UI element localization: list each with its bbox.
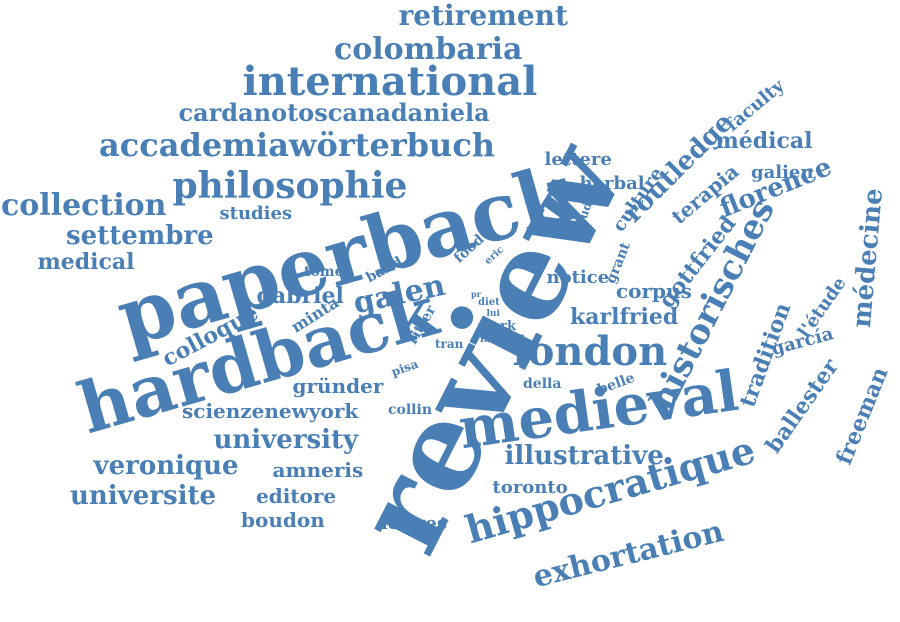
word-lettres: lettres: [381, 513, 447, 534]
word-philosophie: philosophie: [172, 165, 408, 207]
word-lettere: lettere: [544, 149, 612, 170]
word-studies: studies: [219, 203, 293, 224]
word-notice: notice: [546, 267, 610, 288]
word-settembre: settembre: [66, 221, 214, 251]
word-della: della: [523, 376, 562, 392]
word-medical-fr: médical: [715, 128, 813, 154]
word-medecine: médecine: [846, 186, 890, 330]
word-retirement: retirement: [398, 0, 568, 32]
word-pr: pr: [471, 289, 481, 299]
word-editore: editore: [256, 484, 337, 508]
word-galien: galien: [751, 162, 814, 183]
word-collection: collection: [1, 188, 167, 223]
word-london: london: [512, 328, 668, 375]
word-faculty: faculty: [721, 75, 788, 136]
word-herbal: herbal: [579, 173, 645, 194]
word-universite: universite: [70, 481, 217, 511]
word-karlfried: karlfried: [570, 304, 679, 330]
word-scienzenewyork: scienzenewyork: [182, 399, 359, 423]
word-medical: medical: [37, 249, 135, 275]
word-fail: fail: [480, 334, 499, 345]
word-gabriel: gabriel: [256, 283, 344, 309]
word-tran: tran: [435, 337, 464, 351]
word-diet: diet: [478, 297, 500, 308]
word-university: university: [213, 425, 359, 455]
word-amneris: amneris: [272, 458, 364, 482]
word-accademiaworterbuch: accademiawörterbuch: [99, 126, 496, 164]
word-colombaria: colombaria: [334, 32, 523, 67]
word-international: international: [242, 58, 538, 105]
word-toronto: toronto: [492, 477, 568, 498]
word-veronique: veronique: [93, 451, 239, 481]
word-mark: mark: [478, 318, 517, 334]
word-boudon: boudon: [241, 508, 325, 532]
word-collin: collin: [388, 402, 432, 418]
word-grunder: gründer: [292, 374, 384, 398]
word-lui: lui: [486, 308, 500, 319]
word-tome: tome: [304, 264, 344, 280]
word-corpus: corpus: [616, 279, 692, 303]
word-exhortation: exhortation: [529, 513, 727, 596]
word-freeman: freeman: [830, 363, 894, 469]
word-illustrative: illustrative: [504, 441, 664, 471]
word-cardanotoscanadaniela: cardanotoscanadaniela: [178, 98, 490, 127]
